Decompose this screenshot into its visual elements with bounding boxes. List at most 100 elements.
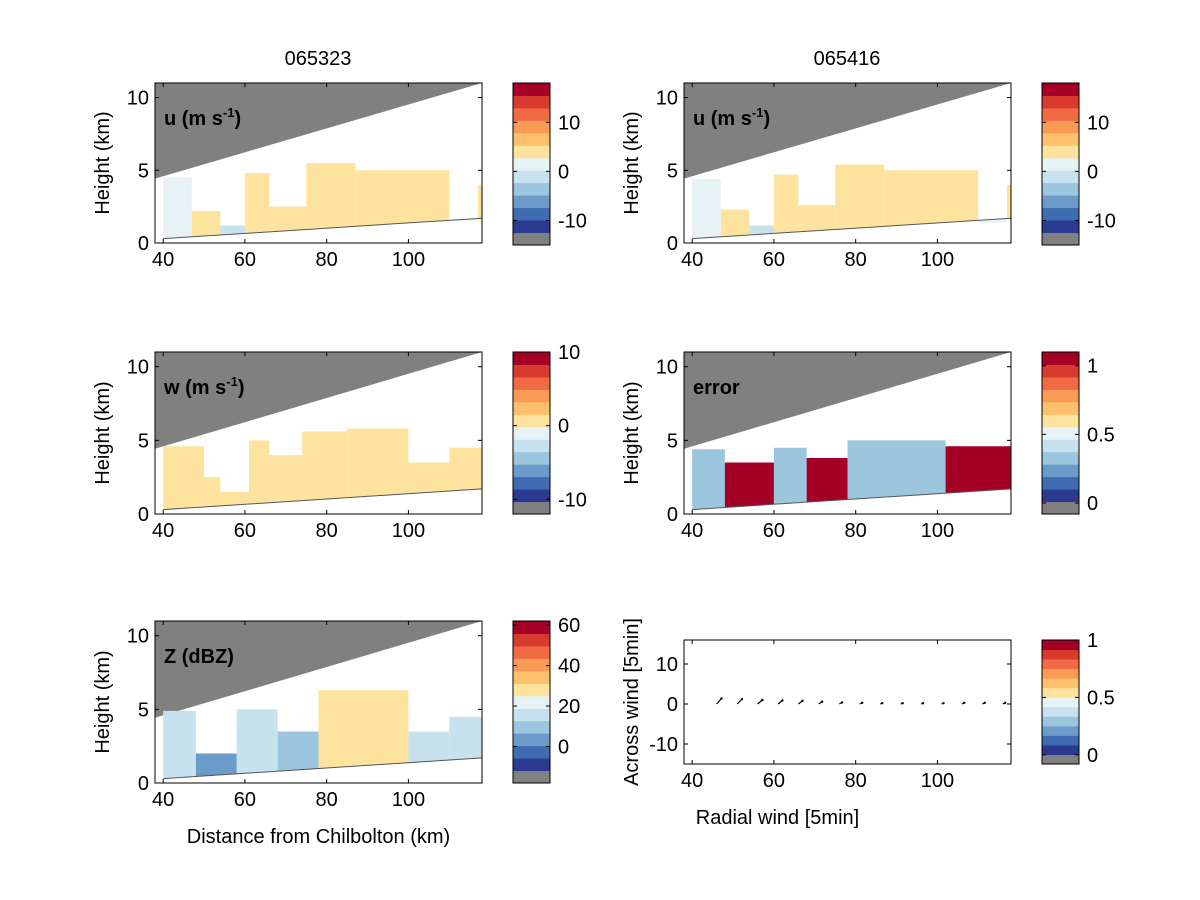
panel-label: error (693, 377, 740, 399)
data-segment-5 (945, 446, 1011, 494)
colorbar-bin-6 (1042, 426, 1079, 440)
axes-frame (154, 351, 483, 515)
colorbar-bin-9 (1042, 120, 1079, 134)
column-title-right: 065416 (814, 48, 881, 70)
y-tick-label: 0 (667, 504, 678, 526)
colorbar-bin-3 (1042, 725, 1079, 736)
y-tick-label: 10 (656, 88, 678, 110)
x-tick-label: 60 (234, 789, 256, 811)
data-segment-8 (477, 184, 482, 219)
colorbar-bin-0 (513, 501, 550, 515)
colorbar-bin-8 (1042, 132, 1079, 146)
data-segment-8 (1006, 184, 1011, 219)
colorbar-bin-3 (513, 464, 550, 478)
colorbar-bin-10 (513, 645, 550, 659)
colorbar-bin-2 (513, 207, 550, 221)
colorbar-err: 10.50 (1041, 351, 1115, 515)
data-segment-6 (449, 716, 482, 761)
y-tick-label: 5 (667, 160, 678, 182)
data-segment-8 (449, 447, 482, 492)
data-segment-1 (195, 753, 237, 777)
y-tick-label: 0 (138, 233, 149, 255)
y-tick-label: 5 (138, 699, 149, 721)
colorbar-bin-1 (1042, 744, 1079, 755)
x-axis-label: Distance from Chilbolton (km) (187, 826, 450, 848)
beam-lower-edge (163, 488, 483, 511)
y-tick-label: 0 (667, 694, 678, 716)
colorbar-bin-1 (513, 220, 550, 234)
data-segment-4 (269, 455, 303, 503)
axes-frame (154, 620, 483, 784)
axes-frame (683, 82, 1012, 244)
wind-arrow-11 (941, 702, 945, 705)
y-axis-label: Across wind [5min] (621, 618, 643, 786)
y-tick-label: 0 (667, 233, 678, 255)
colorbar-bin-2 (1042, 476, 1079, 490)
colorbar-tick-label: 1 (1087, 356, 1098, 378)
data-segment-3 (806, 458, 848, 503)
colorbar-bin-3 (513, 195, 550, 209)
data-segment-7 (408, 462, 450, 494)
data-segment-4 (847, 440, 946, 500)
colorbar-bin-11 (513, 364, 550, 378)
wind-arrow-7 (859, 701, 864, 705)
colorbar-bin-3 (1042, 195, 1079, 209)
colorbar-bin-7 (513, 145, 550, 159)
y-axis-label: Height (km) (92, 381, 114, 484)
colorbar-bin-5 (1042, 706, 1079, 717)
data-segment-5 (302, 431, 348, 501)
panel-z: 40 60 80 100 0 5 10 Height (km) Distance from Ch… (92, 615, 580, 848)
colorbar-bin-11 (1042, 95, 1079, 109)
colorbar-u2: 10 0 -10 (1041, 82, 1116, 246)
colorbar-bin-10 (1042, 659, 1079, 670)
colorbar-tick-label: 0 (558, 161, 569, 183)
wind-arrow-0 (716, 697, 723, 705)
wind-arrow-14 (1002, 701, 1007, 705)
x-tick-label: 100 (921, 520, 954, 542)
wind-arrow-5 (818, 700, 824, 705)
data-segment-4 (798, 205, 836, 232)
colorbar-bin-9 (513, 658, 550, 672)
x-tick-label: 40 (152, 520, 174, 542)
beam-lower-edge (692, 217, 1012, 240)
colorbar-bin-9 (1042, 668, 1079, 679)
colorbar-bin-1 (1042, 489, 1079, 503)
colorbar-bin-11 (1042, 364, 1079, 378)
colorbar-bin-1 (513, 758, 550, 772)
x-tick-label: 100 (921, 770, 954, 792)
colorbar-bin-12 (1042, 352, 1079, 365)
beam-mask-top (155, 621, 482, 718)
colorbar-tick-label: 0.5 (1087, 424, 1115, 446)
y-axis-label: Height (km) (621, 111, 643, 214)
colorbar-bin-8 (513, 132, 550, 146)
colorbar-vec: 10.50 (1041, 630, 1115, 767)
colorbar-bin-1 (513, 489, 550, 503)
x-axis-label: Radial wind [5min] (696, 807, 859, 829)
colorbar-bin-7 (513, 414, 550, 428)
colorbar-bin-6 (1042, 157, 1079, 171)
colorbar-tick-label: 0.5 (1087, 687, 1115, 709)
x-tick-label: 80 (316, 249, 338, 271)
y-tick-label: 10 (127, 88, 149, 110)
x-tick-label: 60 (763, 770, 785, 792)
colorbar-bin-7 (1042, 687, 1079, 698)
colorbar-bin-0 (1042, 754, 1079, 765)
colorbar-tick-label: 0 (1087, 493, 1098, 515)
colorbar-tick-label: -10 (558, 210, 587, 232)
colorbar-w: 10 0 -10 (512, 342, 587, 515)
y-tick-label: 10 (656, 357, 678, 379)
colorbar-tick-label: 0 (558, 737, 569, 759)
x-tick-label: 80 (845, 520, 867, 542)
data-segment-2 (220, 491, 250, 506)
data-segment-7 (978, 218, 1007, 223)
colorbar-bin-12 (513, 621, 550, 634)
x-tick-label: 80 (845, 249, 867, 271)
beam-mask-top (155, 352, 482, 449)
colorbar-bin-0 (1042, 501, 1079, 515)
x-tick-label: 60 (763, 520, 785, 542)
colorbar-bin-5 (513, 439, 550, 453)
colorbar-bin-2 (1042, 207, 1079, 221)
axes-background (684, 640, 1011, 764)
